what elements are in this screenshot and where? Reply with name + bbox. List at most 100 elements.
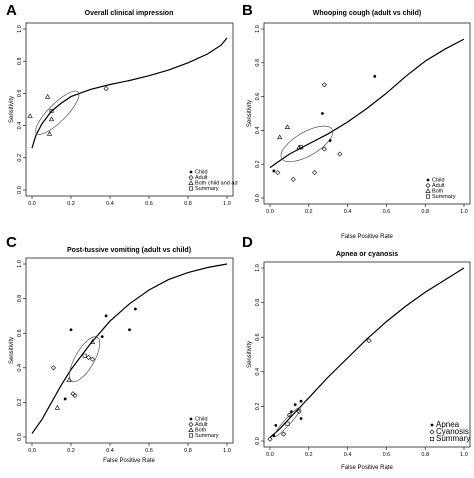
legend-entry: Both — [195, 428, 206, 434]
x-tick-label: 0.6 — [145, 201, 153, 207]
panel-letter-c: C — [6, 234, 17, 251]
confidence-ellipse — [69, 336, 101, 382]
y-tick-label: 0.2 — [255, 403, 261, 411]
legend-marker — [188, 427, 194, 432]
legend-entry: Adult — [432, 183, 445, 189]
x-tick-label: 0.8 — [421, 209, 429, 215]
chart-title: Overall clinical impression — [85, 10, 174, 17]
data-point-dot — [272, 169, 276, 173]
y-tick-label: 1.0 — [17, 260, 23, 268]
data-point-diamond — [103, 86, 109, 92]
legend-marker — [429, 429, 435, 435]
legend-marker — [188, 421, 194, 428]
y-tick-label: 1.0 — [17, 25, 23, 33]
y-tick-label: 1.0 — [255, 25, 261, 33]
x-tick-label: 0.4 — [106, 201, 114, 207]
x-tick-label: 0.8 — [184, 448, 192, 454]
legend-entry: Apnea — [436, 420, 460, 429]
y-tick-label: 0.8 — [17, 57, 23, 65]
y-tick-label: 0.2 — [17, 154, 23, 162]
data-point-triangle — [54, 404, 60, 410]
x-tick-label: 0.4 — [344, 452, 352, 458]
data-point-diamond — [267, 436, 273, 442]
legend-entry: Both child and ad — [195, 181, 238, 187]
legend-entry: Summary — [432, 194, 456, 200]
x-tick-label: 0.2 — [305, 452, 313, 458]
legend-marker — [430, 437, 434, 441]
data-point-diamond — [296, 409, 302, 415]
chart-title: Apnea or cyanosis — [336, 251, 398, 258]
summary-point — [285, 421, 290, 426]
data-point-diamond — [321, 146, 327, 152]
chart-title: Post-tussive vomiting (adult vs child) — [67, 247, 191, 254]
x-tick-label: 0.0 — [28, 448, 36, 454]
data-point-dot — [320, 112, 324, 115]
legend-entry: Adult — [195, 422, 208, 428]
y-tick-label: 0.0 — [255, 194, 261, 202]
y-tick-label: 0.2 — [17, 399, 23, 407]
x-axis-label: False Positive Rate — [103, 458, 155, 464]
data-point-diamond — [72, 392, 78, 399]
confidence-ellipse — [35, 90, 80, 135]
legend-marker — [188, 180, 194, 185]
chart-title: Whooping cough (adult vs child) — [313, 10, 422, 17]
y-axis-label: Sensitivity — [247, 100, 253, 127]
data-point-dot — [104, 314, 108, 318]
legend-marker — [425, 182, 431, 189]
x-tick-label: 0.0 — [28, 201, 36, 207]
data-point-diamond — [312, 170, 318, 176]
y-tick-label: 0.2 — [255, 160, 261, 168]
data-point-diamond — [337, 151, 343, 157]
data-point-dot — [328, 139, 332, 142]
y-tick-label: 0.6 — [17, 329, 23, 337]
x-tick-label: 0.6 — [383, 452, 391, 458]
legend-entry: Both — [432, 189, 443, 195]
data-point-dot — [272, 434, 276, 438]
y-tick-label: 0.8 — [255, 299, 261, 307]
data-point-dot — [299, 399, 303, 403]
legend-marker — [189, 417, 193, 421]
data-point-diamond — [321, 82, 327, 88]
legend-entry: Summary — [436, 434, 470, 443]
x-tick-label: 1.0 — [223, 201, 231, 207]
x-tick-label: 1.0 — [223, 448, 231, 454]
data-point-diamond — [281, 431, 287, 437]
summary-point — [49, 109, 54, 114]
y-axis-label: Sensitivity — [9, 337, 15, 364]
x-tick-label: 0.4 — [106, 448, 114, 454]
y-tick-label: 0.8 — [255, 59, 261, 67]
legend-marker — [189, 170, 193, 174]
legend-marker — [189, 433, 193, 438]
data-point-triangle — [284, 124, 291, 129]
confidence-ellipse — [280, 125, 334, 163]
x-tick-label: 0.8 — [184, 201, 192, 207]
y-axis-label: Sensitivity — [9, 96, 15, 123]
panel-letter-d: D — [242, 234, 253, 251]
data-point-dot — [69, 328, 73, 332]
x-axis-label: False Positive Rate — [341, 234, 393, 240]
sroc-curve — [269, 38, 465, 169]
legend-entry: Summary — [195, 186, 219, 192]
x-axis-label: False Positive Rate — [341, 465, 393, 471]
data-point-triangle — [48, 116, 55, 122]
panel-letter-b: B — [242, 2, 253, 19]
data-point-triangle — [277, 134, 283, 140]
x-tick-label: 0.4 — [344, 209, 352, 215]
legend-entry: Adult — [195, 175, 208, 181]
data-point-diamond — [286, 412, 292, 418]
y-tick-label: 1.0 — [255, 264, 261, 272]
x-tick-label: 0.0 — [266, 209, 274, 215]
plot-frame — [263, 22, 471, 205]
data-point-triangle — [27, 113, 33, 118]
data-point-dot — [63, 397, 67, 401]
data-point-dot — [299, 417, 303, 420]
chart-panel-a: Overall clinical impression 0.0 0.0 0.2 0.2 0… — [9, 10, 238, 207]
y-tick-label: 0.8 — [17, 295, 23, 303]
legend-marker — [188, 174, 194, 181]
legend-entry: Cyanosis — [436, 427, 469, 436]
chart-panel-b: Whooping cough (adult vs child) 0.0 0.0 0.2… — [247, 10, 471, 240]
x-tick-label: 0.6 — [383, 209, 391, 215]
x-tick-label: 0.0 — [266, 452, 274, 458]
y-tick-label: 0.0 — [17, 186, 23, 194]
